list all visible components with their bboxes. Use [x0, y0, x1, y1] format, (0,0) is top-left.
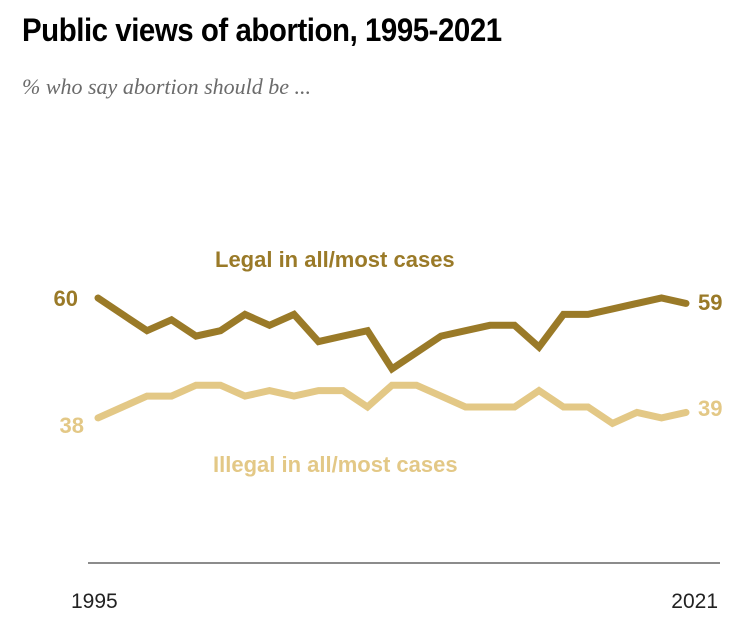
illegal-start-value-label: 38	[60, 413, 84, 438]
series-line-illegal	[94, 381, 690, 428]
chart-subtitle: % who say abortion should be ...	[22, 74, 312, 99]
illegal-end-value-label: 39	[698, 396, 722, 421]
series-line-legal	[94, 294, 690, 374]
legal-start-value-label: 60	[54, 286, 78, 311]
chart-title: Public views of abortion, 1995-2021	[22, 12, 502, 48]
series-layer	[94, 294, 690, 428]
x-tick-label-1995: 1995	[71, 590, 118, 613]
x-tick-label-2021: 2021	[671, 590, 718, 613]
series-label-legal: Legal in all/most cases	[215, 247, 455, 272]
series-label-illegal: Illegal in all/most cases	[213, 452, 458, 477]
legal-end-value-label: 59	[698, 290, 722, 315]
